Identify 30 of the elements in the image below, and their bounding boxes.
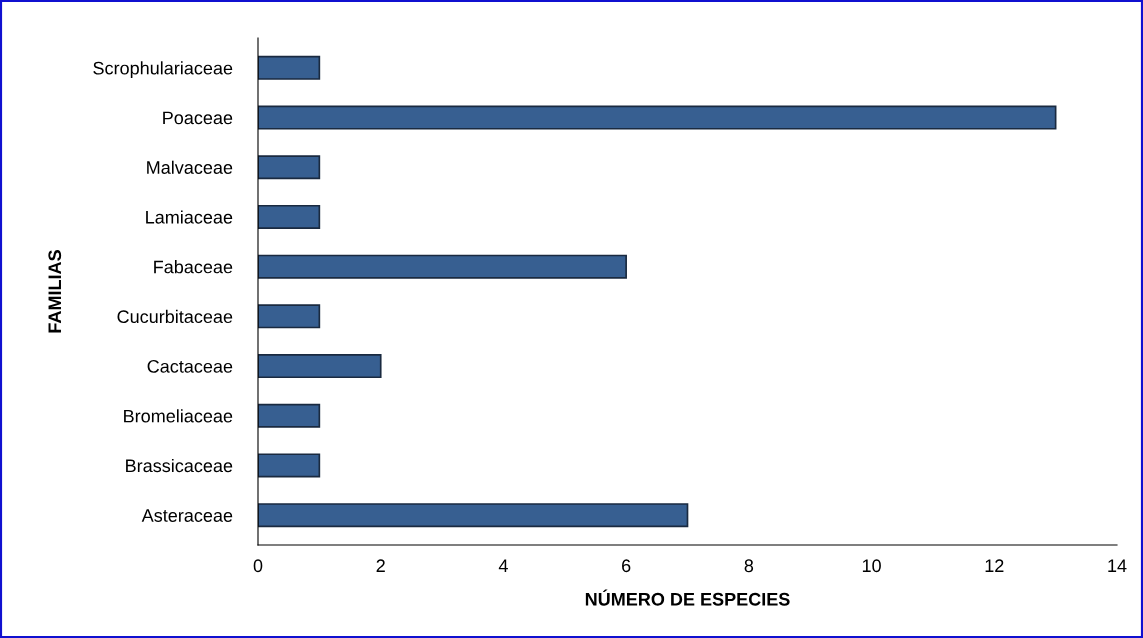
- y-tick-label: Scrophulariaceae: [93, 61, 233, 79]
- bar: [258, 453, 321, 478]
- y-tick-label: Bromeliaceae: [124, 409, 233, 423]
- bar: [258, 204, 321, 229]
- bar: [258, 55, 321, 80]
- y-tick-label: Cactaceae: [147, 359, 233, 373]
- y-tick-label: Poaceae: [163, 111, 233, 125]
- x-tick-label: 0: [253, 559, 263, 573]
- bar: [258, 254, 627, 279]
- bar: [258, 155, 321, 180]
- x-tick-label: 14: [1108, 559, 1127, 572]
- bar: [258, 354, 382, 379]
- x-tick-label: 10: [862, 559, 881, 573]
- y-tick-label: Lamiaceae: [146, 210, 233, 224]
- x-axis-title: NÚMERO DE ESPECIES: [585, 589, 790, 606]
- x-tick-label: 12: [985, 559, 1004, 572]
- y-axis-title: FAMILIAS: [48, 250, 62, 333]
- bar: [258, 503, 689, 528]
- bar: [258, 105, 1057, 130]
- y-tick-label: Fabaceae: [154, 260, 233, 274]
- x-tick-label: 8: [744, 559, 754, 573]
- x-tick-label: 4: [498, 559, 508, 572]
- y-tick-label: Asteraceae: [141, 509, 233, 522]
- bar: [258, 403, 321, 428]
- y-tick-label: Brassicaceae: [126, 458, 233, 473]
- y-tick-label: Malvaceae: [147, 160, 233, 174]
- x-tick-label: 2: [376, 559, 385, 572]
- y-tick-label: Cucurbitaceae: [117, 309, 233, 324]
- bar: [258, 304, 321, 329]
- x-tick-label: 6: [622, 559, 631, 573]
